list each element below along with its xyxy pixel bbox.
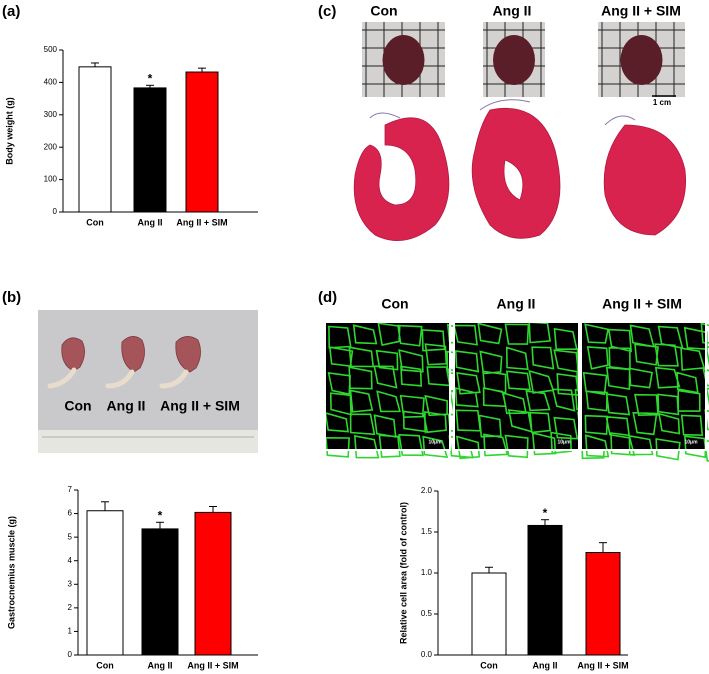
bar-chart: 0 1 2 3 4 5 6 7 Gastrocnemius muscle (g) Con Ang I… (6, 485, 258, 670)
bar-chart: 0.0 0.5 1.0 1.5 2.0 Relative cell area (fold … (398, 486, 628, 670)
photo-label: Ang II + SIM (602, 296, 682, 312)
photo-label: Con (370, 3, 397, 19)
y-tick-label: 300 (44, 110, 58, 119)
bar-chart: 0 100 200 300 400 500 Body weight (g) Con Ang II… (4, 45, 258, 227)
panel-label: (b) (2, 289, 21, 306)
y-tick-label: 4 (68, 556, 73, 565)
bar (471, 572, 507, 656)
significance-mark: * (543, 506, 548, 520)
section-photos: Con Ang II Ang II + SIM 10μm 10μm 10μm (324, 296, 709, 462)
y-tick-label: 2 (68, 603, 73, 612)
significance-mark: * (158, 508, 163, 522)
y-tick-label: 2.0 (421, 486, 433, 495)
y-tick-label: 1 (68, 627, 73, 636)
x-tick-label: Con (86, 217, 104, 227)
bar (194, 511, 232, 656)
y-tick-label: 500 (44, 45, 58, 54)
photo-label: Ang II (107, 398, 146, 414)
scale-label: 1 cm (653, 98, 671, 107)
x-tick-label: Ang II + SIM (187, 660, 238, 670)
heart-photos: Con Ang II Ang II + SIM 1 cm (353, 3, 687, 241)
photo-label: Ang II + SIM (601, 3, 681, 19)
y-tick-label: 0.0 (421, 650, 433, 659)
panel-label: (a) (2, 3, 20, 20)
y-tick-label: 400 (44, 78, 58, 87)
bar (78, 66, 112, 213)
y-tick-label: 5 (68, 532, 73, 541)
scale-label: 10μm (557, 439, 571, 445)
significance-mark: * (148, 71, 153, 85)
photo-label: Con (381, 296, 408, 312)
y-axis-label: Body weight (g) (4, 97, 14, 165)
y-tick-label: 3 (68, 579, 73, 588)
bar (185, 71, 219, 213)
y-tick-label: 0.5 (421, 609, 433, 618)
bar (86, 510, 124, 656)
x-tick-label: Ang II (148, 660, 173, 670)
bar (133, 87, 167, 213)
panel-label: (d) (318, 289, 337, 306)
x-tick-label: Ang II + SIM (577, 660, 628, 670)
scale-label: 10μm (428, 439, 442, 445)
x-tick-label: Con (96, 660, 114, 670)
photo-label: Ang II (497, 296, 536, 312)
bar (141, 528, 179, 656)
bar (585, 552, 621, 656)
scale-label: 10μm (684, 439, 698, 445)
y-tick-label: 6 (68, 509, 73, 518)
panel-label: (c) (318, 3, 336, 20)
y-tick-label: 0 (68, 650, 73, 659)
y-axis-label: Relative cell area (fold of control) (398, 502, 408, 644)
muscle-photo: Con Ang II Ang II + SIM (38, 310, 258, 453)
y-tick-label: 1.5 (421, 527, 433, 536)
x-tick-label: Con (480, 660, 498, 670)
photo-label: Ang II (493, 3, 532, 19)
y-tick-label: 0 (53, 207, 58, 216)
y-axis-label: Gastrocnemius muscle (g) (6, 516, 16, 629)
photo-label: Con (64, 398, 91, 414)
photo-label: Ang II + SIM (160, 398, 240, 414)
bar (527, 524, 563, 656)
y-tick-label: 1.0 (421, 568, 433, 577)
x-tick-label: Ang II (533, 660, 558, 670)
x-tick-label: Ang II (138, 217, 163, 227)
y-tick-label: 200 (44, 142, 58, 151)
y-tick-label: 100 (44, 175, 58, 184)
x-tick-label: Ang II + SIM (176, 217, 227, 227)
y-tick-label: 7 (68, 485, 73, 494)
